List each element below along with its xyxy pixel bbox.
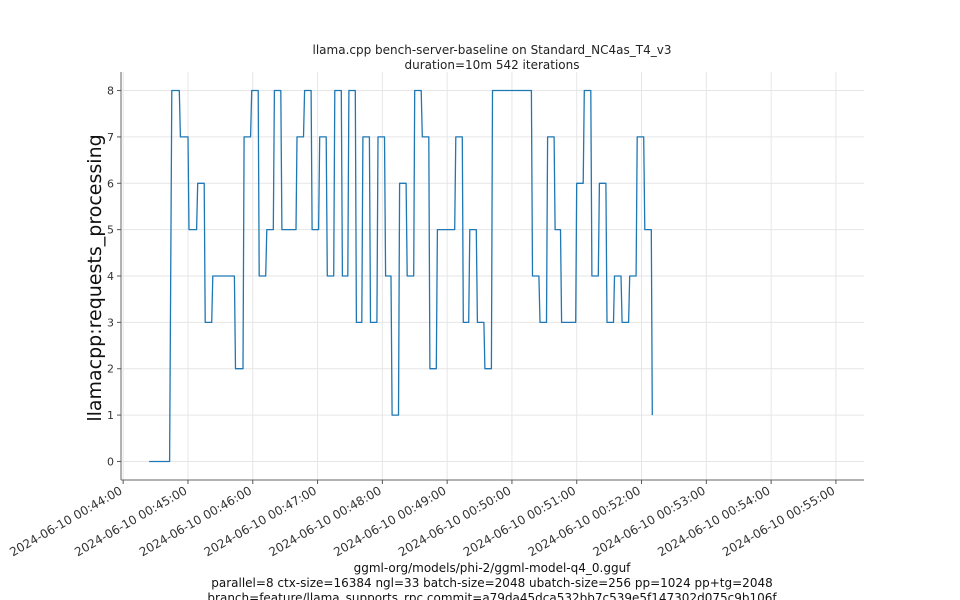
y-tick-label: 7: [107, 131, 114, 144]
y-tick-label: 3: [107, 316, 114, 329]
x-tick-label: 2024-06-10 00:53:00: [590, 483, 707, 559]
y-tick-label: 2: [107, 363, 114, 376]
x-tick-label: 2024-06-10 00:46:00: [137, 483, 254, 559]
x-tick-label: 2024-06-10 00:55:00: [720, 483, 837, 559]
y-tick-label: 6: [107, 177, 114, 190]
x-tick-label: 2024-06-10 00:49:00: [331, 483, 448, 559]
x-tick-label: 2024-06-10 00:52:00: [526, 483, 643, 559]
x-tick-label: 2024-06-10 00:45:00: [72, 483, 189, 559]
y-tick-label: 0: [107, 455, 114, 468]
series: [149, 89, 653, 463]
x-tick-label: 2024-06-10 00:54:00: [655, 483, 772, 559]
chart-title: llama.cpp bench-server-baseline on Stand…: [313, 43, 672, 57]
x-axis-label: ggml-org/models/phi-2/ggml-model-q4_0.gg…: [207, 561, 777, 600]
x-axis-label-line-2: parallel=8 ctx-size=16384 ngl=33 batch-s…: [211, 576, 772, 590]
y-axis-label: llamacpp:requests_processing: [84, 134, 106, 421]
y-axis-ticks: 0 1 2 3 4 5 6 7 8: [107, 85, 121, 468]
x-axis-label-line-3: branch=feature/llama_supports_rpc commit…: [207, 591, 777, 600]
y-tick-label: 8: [107, 85, 114, 98]
x-tick-label: 2024-06-10 00:48:00: [266, 483, 383, 559]
chart-titles: llama.cpp bench-server-baseline on Stand…: [313, 43, 672, 72]
x-tick-label: 2024-06-10 00:44:00: [7, 483, 124, 559]
chart-subtitle: duration=10m 542 iterations: [405, 58, 580, 72]
series-line: [149, 89, 653, 463]
x-tick-label: 2024-06-10 00:47:00: [202, 483, 319, 559]
y-tick-label: 5: [107, 224, 114, 237]
x-tick-label: 2024-06-10 00:51:00: [461, 483, 578, 559]
y-tick-label: 1: [107, 409, 114, 422]
y-tick-label: 4: [107, 270, 114, 283]
x-tick-label: 2024-06-10 00:50:00: [396, 483, 513, 559]
x-axis-label-line-1: ggml-org/models/phi-2/ggml-model-q4_0.gg…: [354, 561, 632, 575]
